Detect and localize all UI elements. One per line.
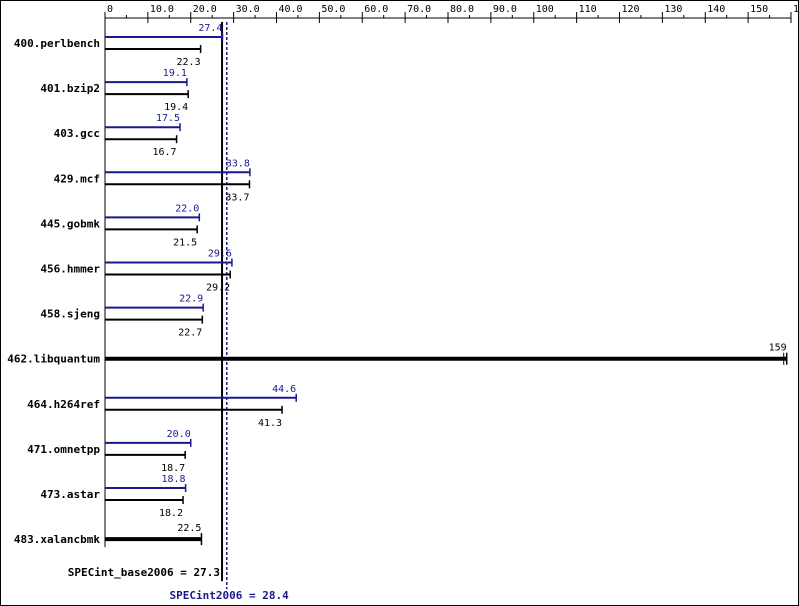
- category-label: 483.xalancbmk: [14, 533, 100, 546]
- base-value-label: 33.7: [225, 192, 249, 203]
- base-value-label: 22.3: [177, 57, 201, 68]
- base-value-label: 18.2: [159, 508, 183, 519]
- category-label: 445.gobmk: [40, 217, 100, 230]
- peak-value-label: 17.5: [156, 113, 180, 124]
- x-tick-label: 30.0: [236, 4, 260, 15]
- x-tick-label: 160: [793, 4, 799, 15]
- x-tick-label: 130: [664, 4, 682, 15]
- category-label: 401.bzip2: [40, 82, 100, 95]
- category-label: 429.mcf: [54, 172, 100, 185]
- peak-value-label: 27.4: [198, 23, 222, 34]
- base-reference-label: SPECint_base2006 = 27.3: [68, 566, 220, 579]
- x-tick-label: 140: [707, 4, 725, 15]
- peak-value-label: 29.6: [208, 249, 232, 260]
- x-tick-label: 120: [622, 4, 640, 15]
- base-value-label: 22.5: [177, 523, 201, 534]
- x-tick-label: 110: [579, 4, 597, 15]
- category-label: 458.sjeng: [40, 308, 100, 321]
- x-tick-label: 20.0: [193, 4, 217, 15]
- x-tick-label: 90.0: [493, 4, 517, 15]
- peak-value-label: 19.1: [163, 68, 187, 79]
- x-tick-label: 60.0: [364, 4, 388, 15]
- bars: [105, 33, 788, 546]
- base-value-label: 19.4: [164, 102, 188, 113]
- base-value-label: 16.7: [153, 147, 177, 158]
- peak-value-label: 18.8: [162, 474, 186, 485]
- peak-reference-label: SPECint2006 = 28.4: [170, 589, 290, 602]
- reference-lines: [221, 22, 228, 590]
- x-tick-label: 80.0: [450, 4, 474, 15]
- peak-value-label: 33.8: [226, 158, 250, 169]
- x-tick-label: 0: [107, 4, 113, 15]
- category-label: 471.omnetpp: [27, 443, 100, 456]
- x-axis: 0 10.0 20.0 30.0 40.0 50.0 60.0 70.0 80.0 90.0 100…: [104, 4, 799, 548]
- category-label: 400.perlbench: [14, 37, 100, 50]
- x-tick-label: 100: [536, 4, 554, 15]
- x-tick-label: 10.0: [150, 4, 174, 15]
- category-label: 403.gcc: [54, 127, 100, 140]
- peak-value-label: 44.6: [272, 384, 296, 395]
- labels: SPECint_base2006 = 27.3 SPECint2006 = 28.…: [7, 23, 786, 602]
- category-label: 473.astar: [40, 488, 100, 501]
- category-label: 464.h264ref: [27, 398, 100, 411]
- peak-value-label: 22.0: [175, 203, 199, 214]
- x-tick-label: 70.0: [407, 4, 431, 15]
- base-value-label: 41.3: [258, 418, 282, 429]
- category-label: 462.libquantum: [7, 353, 100, 366]
- category-label: 456.hmmer: [40, 263, 100, 276]
- x-tick-label: 50.0: [321, 4, 345, 15]
- base-value-label: 159: [769, 343, 787, 354]
- base-value-label: 22.7: [178, 328, 202, 339]
- base-value-label: 18.7: [161, 463, 185, 474]
- x-tick-label: 40.0: [279, 4, 303, 15]
- peak-value-label: 20.0: [167, 429, 191, 440]
- base-value-label: 29.2: [206, 283, 230, 294]
- peak-value-label: 22.9: [179, 294, 203, 305]
- base-value-label: 21.5: [173, 237, 197, 248]
- x-tick-label: 150: [750, 4, 768, 15]
